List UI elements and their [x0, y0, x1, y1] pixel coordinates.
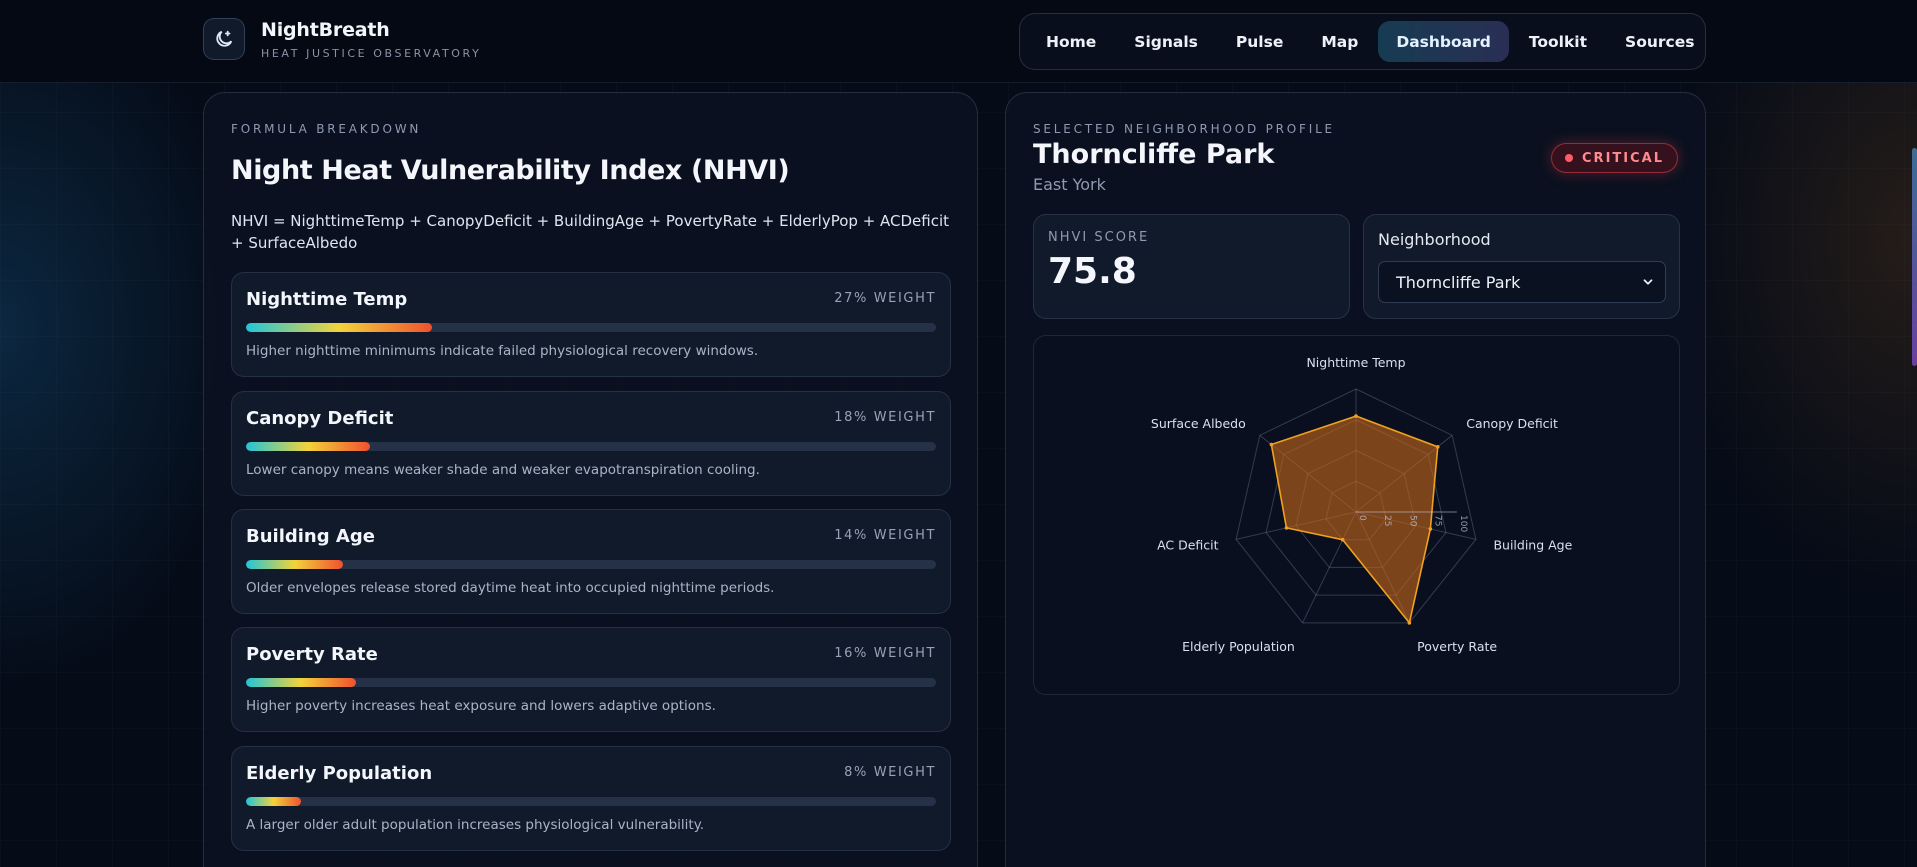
status-dot-icon	[1565, 154, 1574, 162]
neighborhood-name: Thorncliffe Park	[1033, 139, 1275, 170]
factor-weight-bar	[246, 678, 936, 687]
factor-description: Lower canopy means weaker shade and weak…	[246, 462, 760, 478]
radar-data-point	[1269, 442, 1274, 447]
nav-dashboard[interactable]: Dashboard	[1378, 21, 1509, 62]
neighborhood-district: East York	[1033, 175, 1106, 194]
factor-name: Poverty Rate	[246, 644, 378, 665]
radar-axis-label: Elderly Population	[1182, 639, 1295, 654]
select-label: Neighborhood	[1378, 230, 1491, 249]
radar-axis-label: Poverty Rate	[1417, 639, 1497, 654]
radar-tick-label: 50	[1407, 515, 1417, 527]
radar-tick-label: 75	[1433, 515, 1443, 526]
factor-name: Building Age	[246, 526, 375, 547]
neighborhood-select[interactable]: Thorncliffe Park	[1378, 261, 1666, 303]
factor-description: Higher poverty increases heat exposure a…	[246, 698, 716, 714]
radar-tick-label: 100	[1458, 515, 1468, 532]
radar-tick-label: 25	[1382, 515, 1392, 526]
factor-card: Canopy Deficit 18% WEIGHT Lower canopy m…	[231, 391, 951, 496]
factor-weight: 8% WEIGHT	[844, 765, 936, 780]
factor-name: Elderly Population	[246, 763, 433, 784]
factor-description: Older envelopes release stored daytime h…	[246, 580, 775, 596]
factor-name: Nighttime Temp	[246, 289, 408, 310]
nav-sources[interactable]: Sources	[1625, 32, 1695, 51]
factor-weight-fill	[246, 678, 357, 687]
brand-tagline: HEAT JUSTICE OBSERVATORY	[261, 46, 482, 60]
formula-eyebrow: FORMULA BREAKDOWN	[231, 122, 422, 136]
neighborhood-selector-card: Neighborhood Thorncliffe Park	[1363, 214, 1680, 319]
factor-weight-fill	[246, 560, 343, 569]
radar-axis-label: Canopy Deficit	[1466, 416, 1558, 431]
radar-data-point	[1407, 621, 1412, 625]
status-badge: CRITICAL	[1551, 143, 1678, 173]
factor-weight: 16% WEIGHT	[834, 646, 936, 661]
factor-name: Canopy Deficit	[246, 408, 394, 429]
radar-data-point	[1435, 445, 1440, 449]
radar-axis-label: Surface Albedo	[1151, 416, 1246, 431]
factor-weight-bar	[246, 442, 936, 451]
radar-data-point	[1428, 527, 1433, 531]
nhvi-score-card: NHVI SCORE 75.8	[1033, 214, 1350, 319]
page-scrollbar[interactable]	[1912, 148, 1917, 366]
main-nav: Home Signals Pulse Map Dashboard Toolkit…	[1019, 13, 1706, 70]
formula-equation: NHVI = NighttimeTemp + CanopyDeficit + B…	[231, 212, 950, 252]
factor-weight: 14% WEIGHT	[834, 528, 936, 543]
radar-chart-card: 0 25 50 75 100 Nighttime Temp Canopy Deficit Bu…	[1033, 335, 1680, 695]
nav-signals[interactable]: Signals	[1134, 32, 1198, 51]
radar-chart: 0 25 50 75 100 Nighttime Temp Canopy Deficit Bu…	[1151, 355, 1573, 654]
factor-description: Higher nighttime minimums indicate faile…	[246, 343, 759, 359]
brand[interactable]: NightBreath HEAT JUSTICE OBSERVATORY	[203, 18, 481, 60]
nav-home[interactable]: Home	[1046, 32, 1097, 51]
factor-card: Building Age 14% WEIGHT Older envelopes …	[231, 509, 951, 614]
profile-eyebrow: SELECTED NEIGHBORHOOD PROFILE	[1033, 122, 1335, 136]
factor-weight-bar	[246, 560, 936, 569]
factor-weight-bar	[246, 797, 936, 806]
formula-panel: FORMULA BREAKDOWN Night Heat Vulnerabili…	[203, 92, 978, 867]
radar-data-point	[1354, 414, 1358, 418]
factor-weight-bar	[246, 323, 936, 332]
nav-toolkit[interactable]: Toolkit	[1528, 32, 1588, 51]
nav-pulse[interactable]: Pulse	[1235, 32, 1284, 51]
radar-data-point	[1340, 537, 1345, 542]
brand-name: NightBreath	[261, 18, 390, 41]
radar-axis-label: AC Deficit	[1157, 537, 1219, 552]
top-header: NightBreath HEAT JUSTICE OBSERVATORY Hom…	[0, 0, 1917, 83]
radar-axis-label: Building Age	[1493, 537, 1572, 552]
factor-weight: 27% WEIGHT	[834, 291, 936, 306]
chevron-down-icon	[1641, 274, 1655, 293]
factor-card: Nighttime Temp 27% WEIGHT Higher nightti…	[231, 272, 951, 377]
status-badge-label: CRITICAL	[1582, 150, 1664, 166]
factor-weight-fill	[246, 797, 302, 806]
factor-weight-fill	[246, 323, 433, 332]
factor-description: A larger older adult population increase…	[246, 817, 705, 833]
score-label: NHVI SCORE	[1048, 230, 1150, 245]
profile-panel: SELECTED NEIGHBORHOOD PROFILE Thorncliff…	[1005, 92, 1706, 867]
factor-card: Poverty Rate 16% WEIGHT Higher poverty i…	[231, 627, 951, 732]
nav-map[interactable]: Map	[1321, 32, 1359, 51]
radar-tick-label: 0	[1357, 515, 1367, 521]
formula-title: Night Heat Vulnerability Index (NHVI)	[231, 155, 790, 186]
radar-data-point	[1284, 526, 1289, 530]
factor-card: Elderly Population 8% WEIGHT A larger ol…	[231, 746, 951, 851]
moon-icon	[203, 18, 245, 60]
factor-weight-fill	[246, 442, 371, 451]
radar-series-area	[1270, 415, 1439, 625]
selected-neighborhood: Thorncliffe Park	[1396, 272, 1521, 292]
factor-weight: 18% WEIGHT	[834, 410, 936, 425]
score-value: 75.8	[1048, 251, 1137, 292]
radar-grid-ring	[1235, 388, 1477, 624]
radar-axis-label: Nighttime Temp	[1306, 355, 1405, 370]
